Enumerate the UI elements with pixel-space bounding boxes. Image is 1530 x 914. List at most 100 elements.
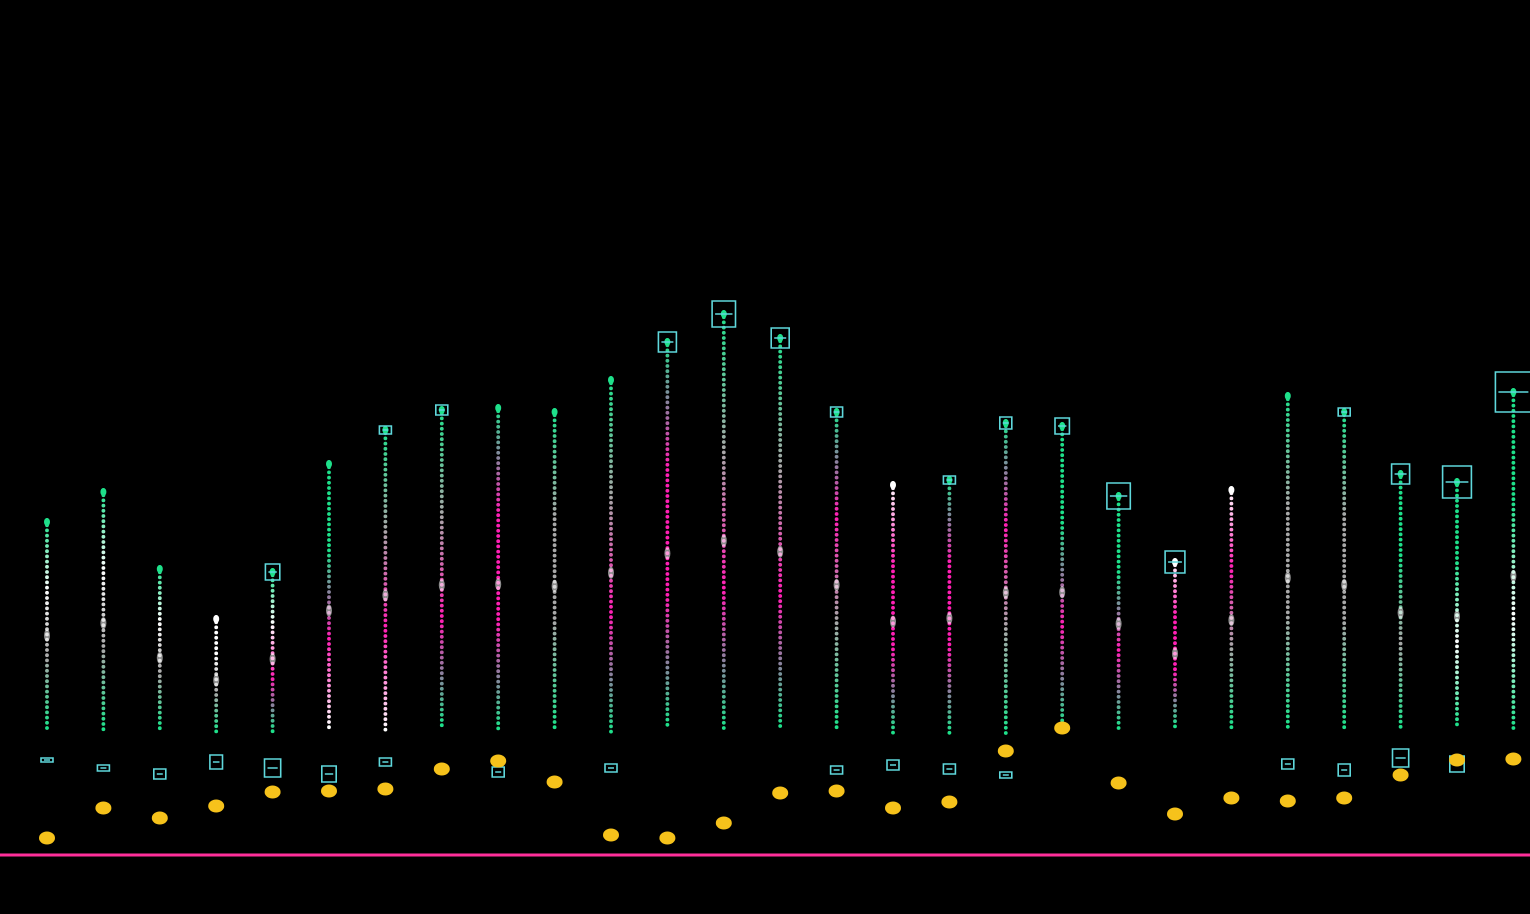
column-dot <box>552 512 557 516</box>
column-dot <box>1455 582 1459 586</box>
column-dot <box>45 622 49 626</box>
column-dot <box>383 540 388 545</box>
column-dot <box>609 599 613 604</box>
column-dot <box>439 660 444 665</box>
column-dot <box>1398 724 1403 729</box>
column-dot <box>101 586 106 591</box>
column-dot <box>1229 673 1234 678</box>
column-dot <box>834 553 839 558</box>
column-dot <box>552 699 557 704</box>
column-dot <box>947 574 952 579</box>
column-dot <box>1285 501 1290 506</box>
column-dot <box>1003 439 1008 444</box>
column-dot <box>778 718 783 723</box>
column-dot <box>891 501 895 506</box>
column-dot <box>947 585 952 590</box>
column-dot <box>157 700 162 705</box>
column-dot <box>101 560 106 565</box>
column-dot <box>665 483 670 488</box>
column-dot <box>1003 689 1008 694</box>
column-dot <box>1003 653 1008 657</box>
column-dot <box>1285 605 1290 610</box>
column-dot <box>496 695 501 700</box>
column-dot <box>665 410 670 415</box>
column-dot <box>665 431 670 436</box>
column-dot <box>1285 553 1290 558</box>
column-dot <box>1511 658 1516 663</box>
column-dot <box>439 463 444 468</box>
column-dot <box>327 678 331 683</box>
column-dot <box>439 640 444 644</box>
column-dot <box>947 606 952 610</box>
column-dot <box>383 634 388 638</box>
column-dot <box>1173 708 1177 713</box>
column-dot <box>665 442 670 446</box>
column-dot <box>721 648 726 652</box>
column-dot <box>383 509 388 514</box>
column-dot <box>834 610 839 615</box>
column-dot <box>1173 599 1177 604</box>
bracket-top <box>1164 550 1186 574</box>
column-dot <box>1511 398 1516 403</box>
column-dot <box>665 686 670 691</box>
column-dot <box>1285 454 1290 459</box>
column-dot <box>1342 636 1347 641</box>
column-dot <box>45 674 49 678</box>
column-9 <box>491 404 505 778</box>
column-dot <box>45 580 49 585</box>
column-dot <box>439 603 444 608</box>
column-dot <box>439 567 444 572</box>
column-dot <box>665 650 670 654</box>
column-dot <box>834 564 839 568</box>
column-dot <box>552 616 557 620</box>
column-dot <box>1285 548 1290 552</box>
column-dot <box>834 694 839 698</box>
column-dot <box>1116 689 1121 694</box>
column-dot <box>1398 636 1403 641</box>
column-dot <box>1398 558 1403 563</box>
column-dot <box>552 595 557 600</box>
column-dot <box>383 717 388 722</box>
column-dot <box>383 478 388 482</box>
column-dot <box>1455 691 1459 696</box>
column-dot <box>1398 678 1403 682</box>
column-dot <box>157 591 162 595</box>
column-dot <box>1003 627 1008 631</box>
column-21 <box>1164 550 1186 729</box>
column-dot <box>834 543 839 548</box>
column-dot <box>383 680 388 685</box>
column-dot <box>552 449 557 454</box>
column-dot <box>439 551 444 556</box>
column-dot <box>383 556 388 560</box>
column-dot <box>1229 553 1234 558</box>
column-dot <box>665 416 670 420</box>
column-dot <box>609 521 613 526</box>
column-dot <box>45 538 49 543</box>
column-dot <box>1398 506 1403 511</box>
column-dot <box>1003 679 1008 683</box>
column-dot <box>778 573 783 578</box>
column-dot <box>552 418 557 423</box>
column-dot <box>1229 652 1234 657</box>
column-dot <box>778 578 783 583</box>
column-dot <box>834 621 839 626</box>
column-dot <box>383 670 388 675</box>
column-dot <box>721 367 726 372</box>
column-dot <box>947 559 952 564</box>
column-dot <box>947 502 952 506</box>
column-dot <box>609 495 613 500</box>
column-glow <box>1397 606 1404 619</box>
column-dot <box>439 614 444 618</box>
column-dot <box>214 698 219 703</box>
column-dot <box>1173 594 1177 599</box>
column-dot <box>1511 674 1516 678</box>
column-dot <box>1116 720 1121 725</box>
column-dot <box>1003 564 1008 569</box>
column-dot <box>270 588 275 593</box>
column-dot <box>1285 423 1290 428</box>
column-dot <box>1116 533 1121 538</box>
column-dot <box>834 590 839 594</box>
column-dot <box>1455 644 1459 649</box>
column-dot <box>1455 488 1459 493</box>
column-dot <box>1060 671 1065 676</box>
